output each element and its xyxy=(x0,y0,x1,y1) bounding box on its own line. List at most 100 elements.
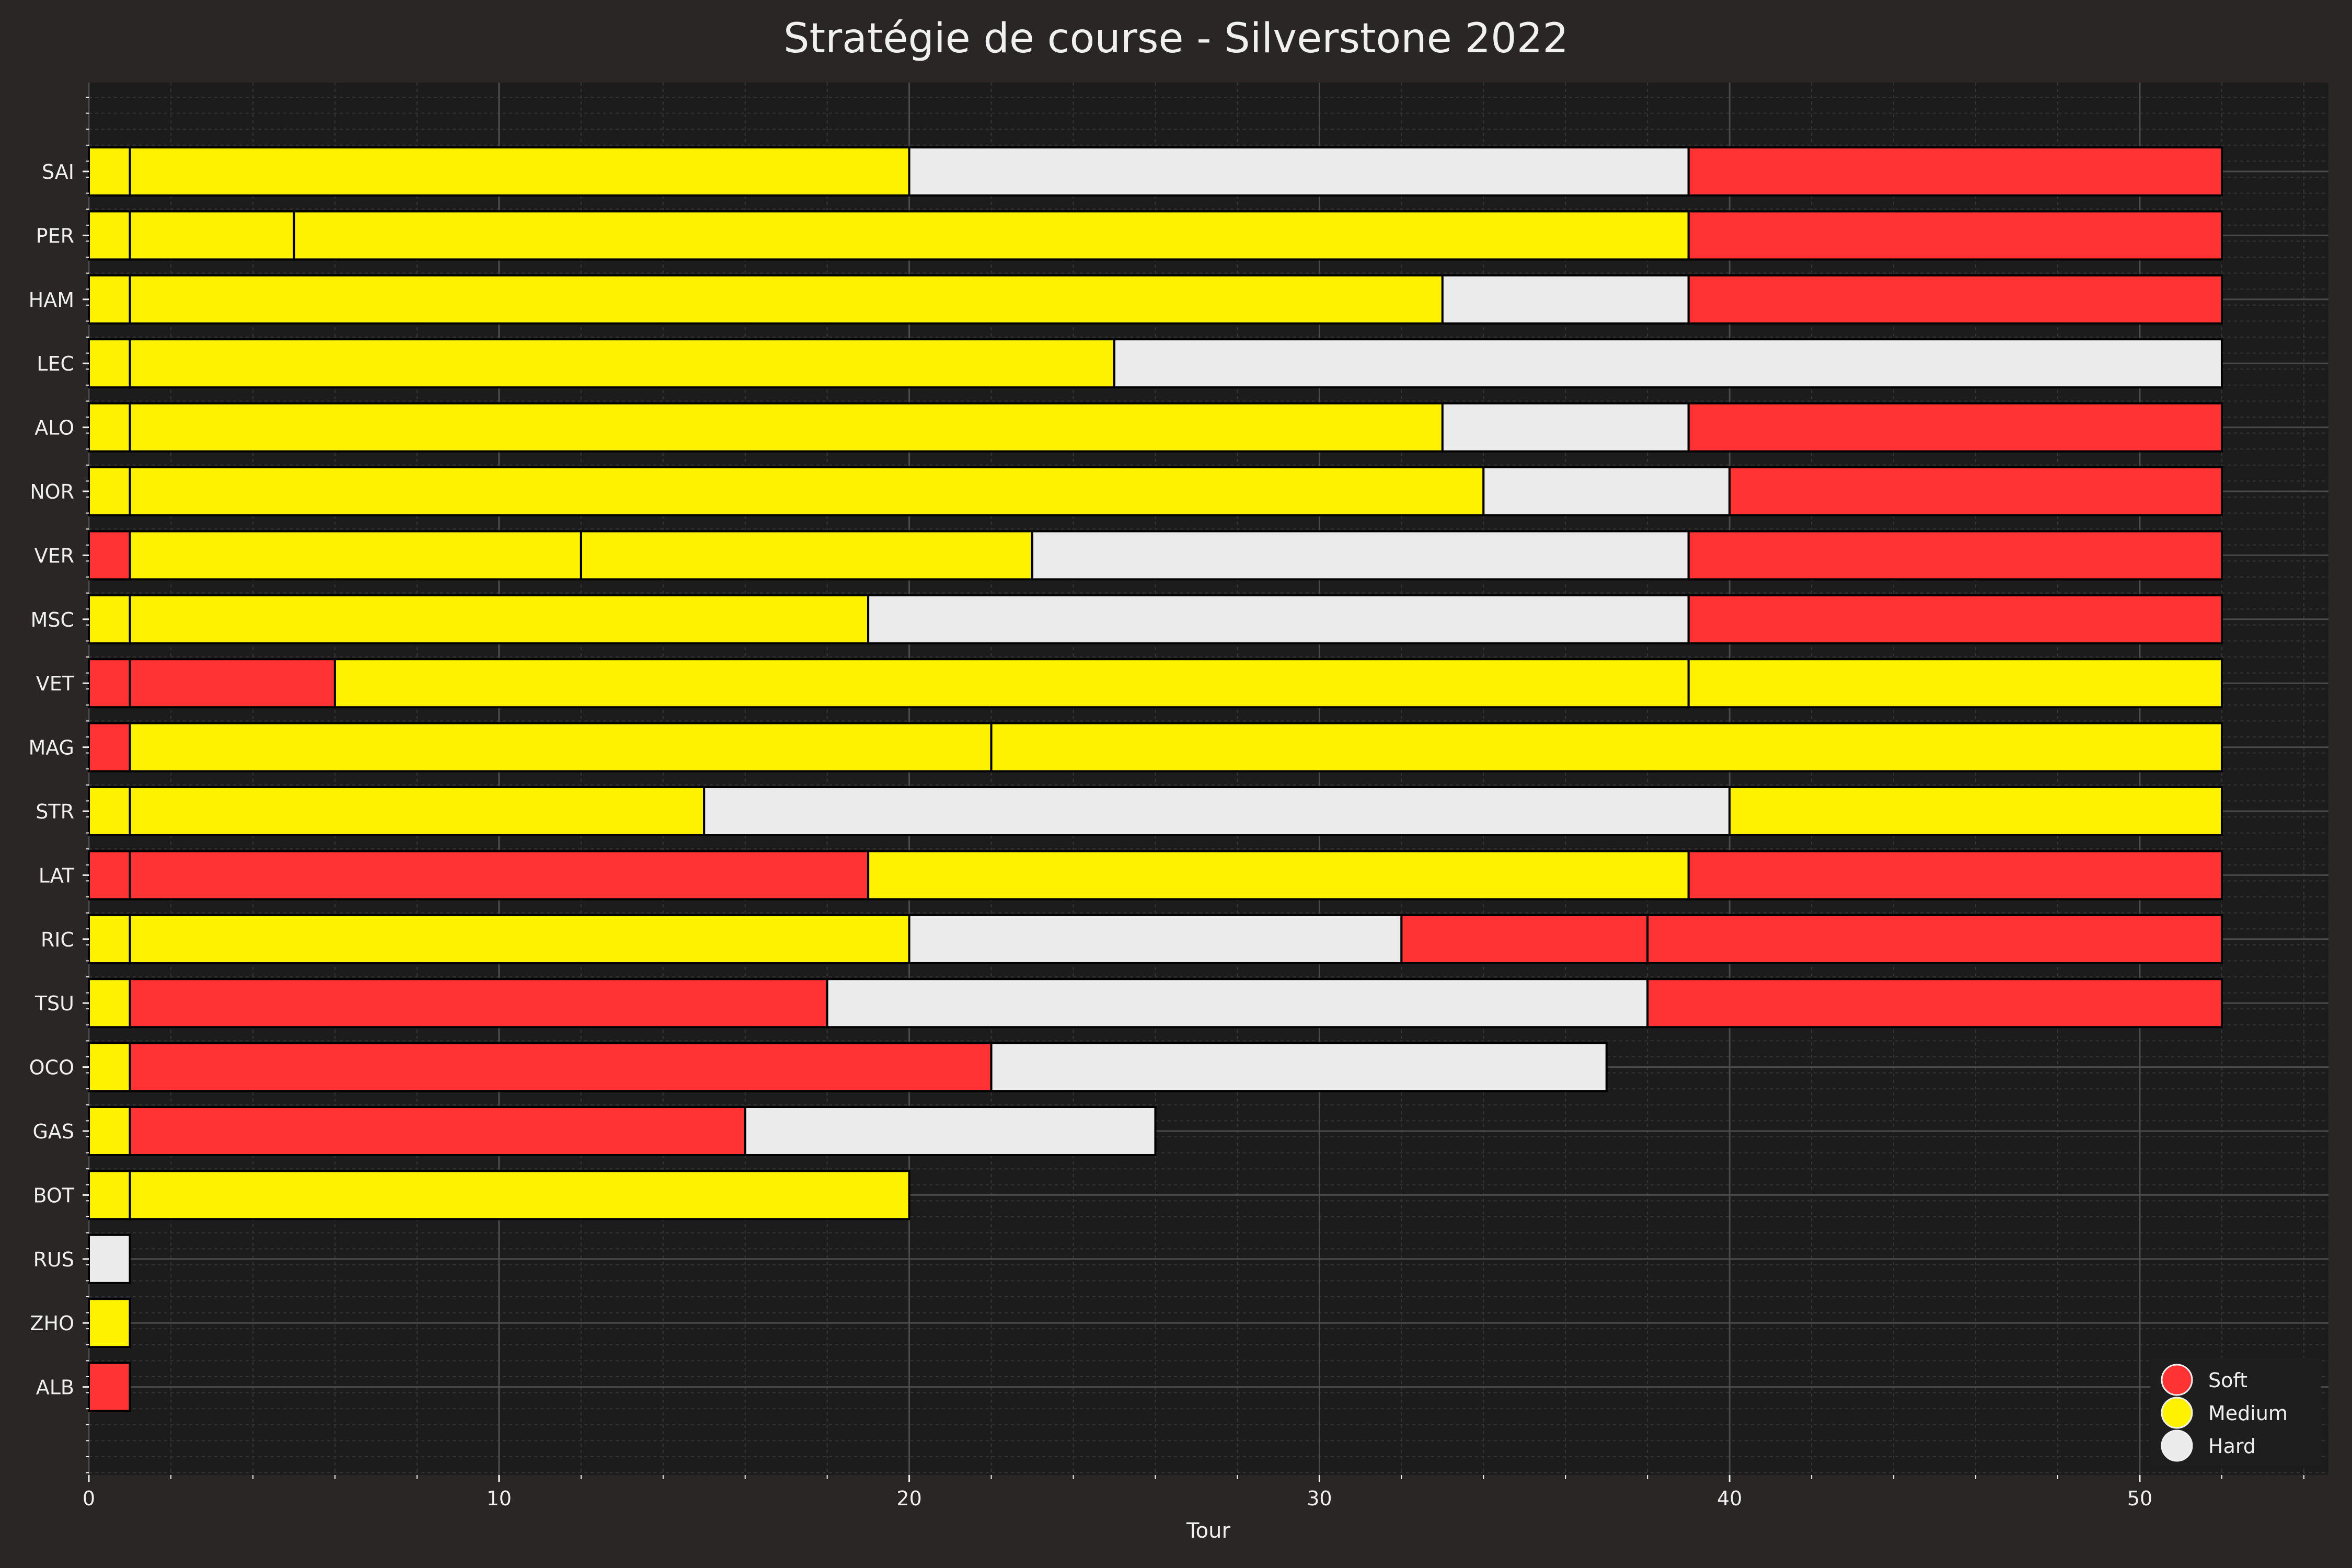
y-tick-label: VER xyxy=(34,544,74,567)
stint-bar-mag xyxy=(129,722,993,773)
stint-bar-lat xyxy=(129,850,870,901)
stint-bar-ham xyxy=(1441,274,1690,325)
stint-bar-str xyxy=(1728,786,2223,836)
stint-bar-tsu xyxy=(88,978,131,1029)
stint-bar-str xyxy=(88,786,131,836)
stint-bar-rus xyxy=(88,1233,131,1284)
stint-bar-tsu xyxy=(826,978,1649,1029)
y-tick-label: ZHO xyxy=(30,1312,74,1335)
legend: Soft Medium Hard xyxy=(2150,1357,2321,1466)
stint-bar-msc xyxy=(867,594,1690,644)
legend-box xyxy=(2150,1357,2321,1466)
stint-bar-lec xyxy=(1113,338,2223,389)
x-axis-ticks: 0 10 20 30 40 50 xyxy=(83,1475,2304,1510)
legend-marker-medium xyxy=(2161,1397,2193,1429)
stint-bar-nor xyxy=(88,466,131,516)
stint-bar-sai xyxy=(1687,146,2223,197)
stint-bar-lec xyxy=(88,338,131,389)
stint-bar-ric xyxy=(129,914,910,964)
y-tick-label: SAI xyxy=(42,160,74,183)
x-tick-label: 20 xyxy=(896,1487,921,1510)
stint-bar-vet xyxy=(333,658,1690,709)
legend-label-hard: Hard xyxy=(2208,1435,2256,1458)
stint-bar-zho xyxy=(88,1298,131,1348)
stint-bar-oco xyxy=(88,1042,131,1092)
y-tick-label: VET xyxy=(36,672,75,695)
stint-bar-oco xyxy=(990,1042,1608,1092)
legend-marker-soft xyxy=(2161,1364,2193,1396)
legend-label-soft: Soft xyxy=(2208,1369,2247,1392)
stint-bar-ver xyxy=(580,530,1034,581)
x-tick-label: 0 xyxy=(83,1487,95,1510)
stint-bar-ric xyxy=(1400,914,1649,964)
stint-bar-lat xyxy=(88,850,131,901)
stint-bar-ric xyxy=(908,914,1403,964)
stint-bar-oco xyxy=(129,1042,993,1092)
stint-bar-alo xyxy=(1687,402,2223,453)
x-tick-label: 30 xyxy=(1307,1487,1332,1510)
stint-bar-alo xyxy=(88,402,131,453)
legend-marker-hard xyxy=(2161,1429,2193,1462)
x-tick-label: 40 xyxy=(1717,1487,1742,1510)
stint-bar-bot xyxy=(129,1170,910,1220)
stint-bar-nor xyxy=(1482,466,1731,516)
stint-bar-gas xyxy=(88,1106,131,1156)
y-tick-label: RIC xyxy=(41,928,74,951)
y-tick-label: OCO xyxy=(29,1056,74,1079)
y-tick-label: LEC xyxy=(37,352,74,375)
x-tick-label: 50 xyxy=(2127,1487,2152,1510)
stint-bar-lat xyxy=(867,850,1690,901)
stint-bar-ver xyxy=(1687,530,2223,581)
stint-bar-str xyxy=(129,786,706,836)
bars-layer xyxy=(88,146,2223,1412)
stint-bar-ham xyxy=(88,274,131,325)
stint-bar-per xyxy=(293,210,1690,261)
y-tick-label: RUS xyxy=(33,1248,74,1271)
stint-bar-msc xyxy=(129,594,870,644)
stint-bar-ver xyxy=(1031,530,1690,581)
stint-bar-msc xyxy=(1687,594,2223,644)
stint-bar-ham xyxy=(1687,274,2223,325)
stint-bar-ver xyxy=(129,530,582,581)
stint-bar-lec xyxy=(129,338,1115,389)
stint-bar-ric xyxy=(88,914,131,964)
stint-bar-per xyxy=(1687,210,2223,261)
stint-bar-lat xyxy=(1687,850,2223,901)
stint-bar-gas xyxy=(129,1106,746,1156)
stint-bar-vet xyxy=(88,658,131,709)
stint-bar-vet xyxy=(1687,658,2223,709)
stint-bar-alb xyxy=(88,1362,131,1412)
stint-bar-ric xyxy=(1646,914,2223,964)
y-tick-label: NOR xyxy=(30,480,74,503)
stint-bar-sai xyxy=(88,146,131,197)
x-axis-label: Tour xyxy=(1186,1519,1230,1543)
legend-label-medium: Medium xyxy=(2208,1402,2288,1425)
y-tick-label: HAM xyxy=(29,289,74,312)
stint-bar-tsu xyxy=(129,978,828,1029)
stint-bar-gas xyxy=(744,1106,1157,1156)
y-tick-label: GAS xyxy=(32,1120,74,1143)
y-tick-label: MSC xyxy=(31,608,74,631)
stint-bar-per xyxy=(88,210,131,261)
stint-bar-bot xyxy=(88,1170,131,1220)
stint-bar-tsu xyxy=(1646,978,2223,1029)
y-tick-label: ALO xyxy=(34,417,74,440)
chart-title: Stratégie de course - Silverstone 2022 xyxy=(783,15,1569,62)
stint-bar-nor xyxy=(1728,466,2223,516)
stint-bar-sai xyxy=(129,146,910,197)
stint-bar-vet xyxy=(129,658,336,709)
stint-bar-msc xyxy=(88,594,131,644)
y-axis-ticks: SAI PER HAM LEC ALO NOR VER MSC VET MAG STR LAT RIC T… xyxy=(28,97,89,1473)
y-tick-label: TSU xyxy=(34,992,74,1015)
stint-bar-ver xyxy=(88,530,131,581)
stint-bar-alo xyxy=(1441,402,1690,453)
y-tick-label: BOT xyxy=(33,1184,74,1207)
stint-bar-nor xyxy=(129,466,1485,516)
stint-bar-mag xyxy=(88,722,131,773)
stint-bar-str xyxy=(703,786,1731,836)
stint-bar-ham xyxy=(129,274,1444,325)
stint-bar-alo xyxy=(129,402,1444,453)
y-tick-label: LAT xyxy=(39,864,75,887)
y-tick-label: PER xyxy=(36,224,74,247)
